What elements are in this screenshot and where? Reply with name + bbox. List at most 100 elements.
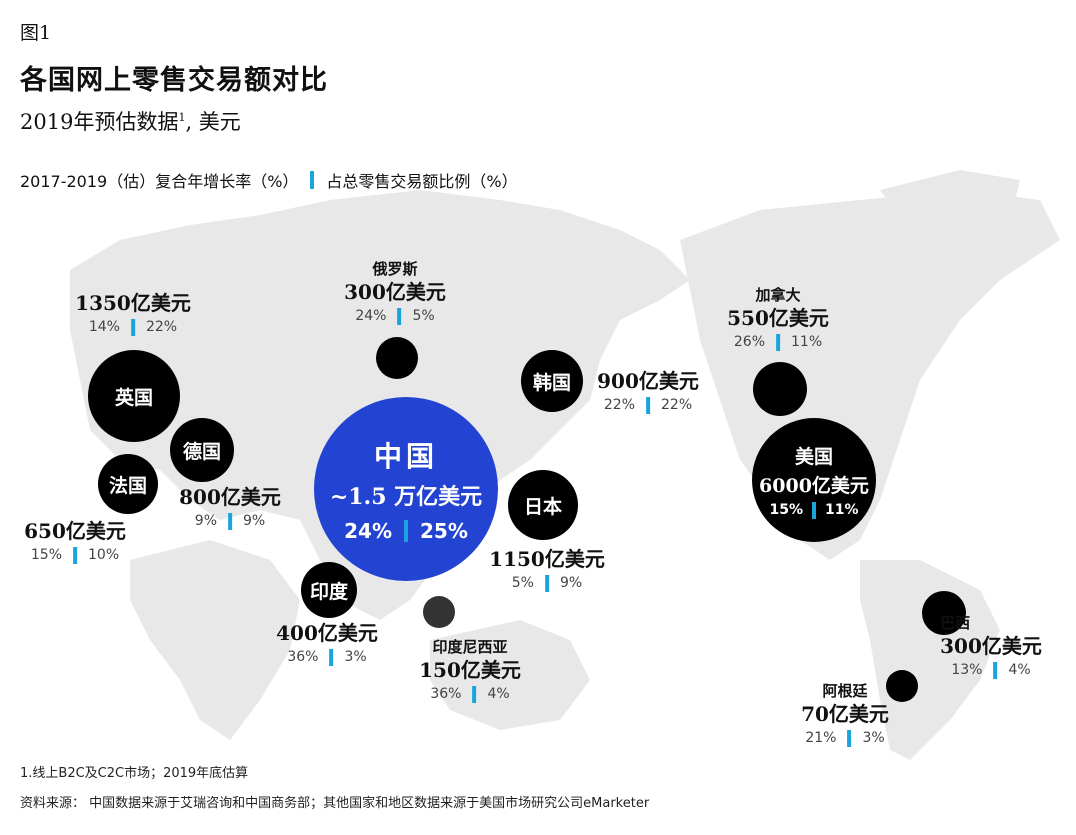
stat-divider-bar: [472, 685, 477, 703]
argentina-bubble: [886, 670, 918, 702]
china-growth: 24%: [344, 519, 392, 543]
japan-growth: 5%: [511, 575, 534, 591]
canada-name: 加拿大: [755, 286, 801, 304]
korea-name: 韩国: [532, 371, 571, 394]
stat-divider-bar: [404, 520, 408, 542]
argentina-share: 3%: [862, 730, 885, 746]
footnote: 1.线上B2C及C2C市场；2019年底估算: [20, 766, 249, 781]
india-amount: 400亿美元: [276, 621, 378, 645]
france-amount: 650亿美元: [24, 519, 126, 543]
india-growth: 36%: [287, 649, 319, 665]
france-bubble: 法国: [98, 454, 158, 514]
legend-divider-bar: [310, 171, 315, 189]
usa-growth: 15%: [769, 502, 803, 518]
brazil-name: 巴西: [940, 614, 971, 632]
indonesia-bubble: [423, 596, 455, 628]
australia-landmass: [430, 620, 590, 730]
france-name: 法国: [108, 474, 147, 497]
canada-bubble: [753, 362, 807, 416]
india-bubble: 印度: [301, 562, 357, 618]
russia-stats: 24% 5%: [355, 307, 435, 325]
russia-name: 俄罗斯: [372, 260, 418, 278]
source-note: 资料来源： 中国数据来源于艾瑞咨询和中国商务部；其他国家和地区数据来源于美国市场…: [20, 796, 650, 811]
usa-stats: 15% 11%: [769, 501, 859, 519]
canada-growth: 26%: [733, 334, 765, 350]
usa-amount: 6000亿美元: [759, 474, 869, 497]
germany-growth: 9%: [194, 513, 217, 529]
usa-share: 11%: [825, 502, 859, 518]
canada-stats: 26% 11%: [733, 333, 823, 351]
stat-divider-bar: [776, 333, 780, 351]
japan-amount: 1150亿美元: [489, 547, 605, 571]
france-growth: 15%: [30, 547, 62, 563]
korea-growth: 22%: [603, 397, 635, 413]
germany-amount: 800亿美元: [179, 485, 281, 509]
figure-label: 图1: [20, 22, 52, 44]
germany-stats: 9% 9%: [194, 512, 266, 530]
china-amount: ~1.5 万亿美元: [329, 484, 483, 510]
greenland-landmass: [880, 170, 1020, 240]
uk-name: 英国: [114, 386, 153, 409]
usa-name: 美国: [794, 445, 833, 468]
stat-divider-bar: [993, 661, 998, 679]
stat-divider-bar: [130, 318, 135, 336]
stat-divider-bar: [329, 648, 334, 666]
france-stats: 15% 10%: [30, 546, 120, 564]
korea-stats: 22% 22%: [603, 396, 692, 414]
argentina-growth: 21%: [805, 730, 837, 746]
japan-stats: 5% 9%: [511, 574, 583, 592]
russia-bubble: [376, 337, 418, 379]
canada-label: 加拿大 550亿美元 26% 11%: [727, 284, 829, 351]
china-bubble: 中国 ~1.5 万亿美元 24% 25%: [314, 397, 498, 581]
uk-label: 1350亿美元 14% 22%: [75, 290, 191, 336]
brazil-share: 4%: [1008, 662, 1031, 678]
africa-landmass: [130, 540, 300, 740]
france-label: 650亿美元 15% 10%: [24, 518, 126, 564]
india-label: 400亿美元 36% 3%: [276, 620, 378, 666]
argentina-label: 阿根廷 70亿美元 21% 3%: [801, 680, 889, 747]
india-share: 3%: [344, 649, 367, 665]
japan-share: 9%: [559, 575, 583, 591]
china-name: 中国: [373, 440, 438, 473]
uk-amount: 1350亿美元: [75, 291, 191, 315]
stat-divider-bar: [73, 546, 77, 564]
stat-divider-bar: [544, 574, 549, 592]
india-name: 印度: [309, 580, 348, 603]
china-share: 25%: [420, 519, 468, 543]
uk-growth: 14%: [88, 319, 120, 335]
brazil-amount: 300亿美元: [940, 634, 1042, 658]
korea-bubble: 韩国: [521, 350, 583, 412]
germany-name: 德国: [182, 440, 221, 463]
legend: 2017-2019（估）复合年增长率（%） 占总零售交易额比例（%）: [20, 168, 518, 192]
indonesia-growth: 36%: [430, 686, 462, 702]
korea-amount: 900亿美元: [597, 369, 699, 393]
france-share: 10%: [88, 547, 120, 563]
russia-amount: 300亿美元: [344, 280, 446, 304]
uk-stats: 14% 22%: [88, 318, 177, 336]
brazil-stats: 13% 4%: [951, 661, 1031, 679]
germany-share: 9%: [243, 513, 266, 529]
russia-share: 5%: [412, 308, 435, 324]
brazil-label: 巴西 300亿美元 13% 4%: [940, 612, 1042, 679]
russia-label: 俄罗斯 300亿美元 24% 5%: [344, 258, 446, 325]
legend-growth-label: 2017-2019（估）复合年增长率（%）: [20, 172, 299, 191]
stat-divider-bar: [847, 729, 852, 747]
stat-divider-bar: [228, 512, 232, 530]
stat-divider-bar: [397, 307, 402, 325]
japan-label: 1150亿美元 5% 9%: [489, 546, 605, 592]
legend-share-label: 占总零售交易额比例（%）: [326, 172, 518, 191]
page-title: 各国网上零售交易额对比: [20, 65, 328, 96]
russia-growth: 24%: [355, 308, 387, 324]
canada-amount: 550亿美元: [727, 306, 829, 330]
canada-share: 11%: [791, 334, 823, 350]
indonesia-label: 印度尼西亚 150亿美元 36% 4%: [419, 636, 521, 703]
korea-label: 900亿美元 22% 22%: [597, 368, 699, 414]
subtitle: 2019年预估数据1, 美元: [20, 106, 241, 136]
india-stats: 36% 3%: [287, 648, 367, 666]
stat-divider-bar: [646, 396, 650, 414]
footnote-marker: 1: [178, 111, 186, 124]
japan-bubble: 日本: [508, 470, 578, 540]
uk-bubble: 英国: [88, 350, 180, 442]
subtitle-text: 2019年预估数据: [20, 110, 179, 134]
indonesia-amount: 150亿美元: [419, 658, 521, 682]
